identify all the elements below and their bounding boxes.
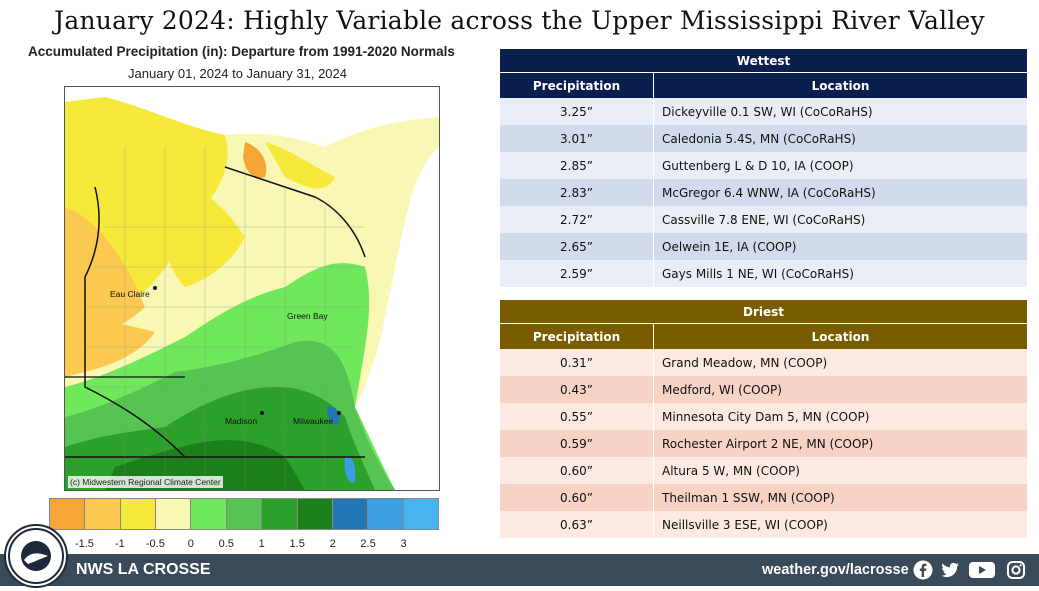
youtube-icon[interactable] bbox=[968, 560, 996, 580]
legend-tick-label: 0 bbox=[187, 538, 194, 550]
location-name: Grand Meadow, MN (COOP) bbox=[653, 349, 1027, 376]
madison-marker bbox=[260, 411, 264, 415]
legend-tick-label: 1.5 bbox=[289, 538, 305, 550]
table-row: 0.43” Medford, WI (COOP) bbox=[500, 376, 1027, 403]
table-row: 2.59” Gays Mills 1 NE, WI (CoCoRaHS) bbox=[500, 260, 1027, 287]
precip-value: 2.59” bbox=[500, 260, 654, 287]
table-row: 3.01” Caledonia 5.4S, MN (CoCoRaHS) bbox=[500, 125, 1027, 152]
precip-value: 2.85” bbox=[500, 152, 654, 179]
legend-tick-label: -0.5 bbox=[145, 538, 165, 550]
table-row: 0.60” Altura 5 W, MN (COOP) bbox=[500, 457, 1027, 484]
table-row: 2.72” Cassville 7.8 ENE, WI (CoCoRaHS) bbox=[500, 206, 1027, 233]
website-link[interactable]: weather.gov/lacrosse bbox=[762, 562, 909, 578]
precipitation-departure-map: Eau Claire Green Bay Madison Milwaukee (… bbox=[64, 86, 440, 491]
precip-value: 0.43” bbox=[500, 376, 654, 403]
wettest-col-precip: Precipitation bbox=[500, 72, 654, 98]
eau-claire-marker bbox=[153, 286, 157, 290]
legend-swatch bbox=[368, 498, 404, 530]
legend-swatch bbox=[403, 498, 439, 530]
precip-value: 0.55” bbox=[500, 403, 654, 430]
page-title: January 2024: Highly Variable across the… bbox=[54, 6, 985, 35]
driest-header: Driest bbox=[500, 300, 1027, 324]
table-row: 3.25” Dickeyville 0.1 SW, WI (CoCoRaHS) bbox=[500, 98, 1027, 125]
precip-value: 2.83” bbox=[500, 179, 654, 206]
instagram-icon[interactable] bbox=[1006, 560, 1026, 580]
location-name: Altura 5 W, MN (COOP) bbox=[653, 457, 1027, 484]
office-name: NWS LA CROSSE bbox=[76, 561, 211, 578]
footer-bar: NWS LA CROSSE weather.gov/lacrosse bbox=[0, 554, 1039, 586]
city-label-eau-claire: Eau Claire bbox=[110, 289, 150, 299]
location-name: Guttenberg L & D 10, IA (COOP) bbox=[653, 152, 1027, 179]
legend-tick-label: 3 bbox=[400, 538, 407, 550]
location-name: Dickeyville 0.1 SW, WI (CoCoRaHS) bbox=[653, 98, 1027, 125]
precip-value: 0.31” bbox=[500, 349, 654, 376]
location-name: Medford, WI (COOP) bbox=[653, 376, 1027, 403]
city-label-green-bay: Green Bay bbox=[287, 311, 328, 321]
legend-ticks: -1.5 -1 -0.5 0 0.5 1 1.5 2 2.5 3 bbox=[0, 538, 460, 554]
legend-tick-label: 0.5 bbox=[218, 538, 234, 550]
location-name: Gays Mills 1 NE, WI (CoCoRaHS) bbox=[653, 260, 1027, 287]
table-row: 2.85” Guttenberg L & D 10, IA (COOP) bbox=[500, 152, 1027, 179]
map-credit: (c) Midwestern Regional Climate Center bbox=[68, 476, 223, 488]
map-date-range: January 01, 2024 to January 31, 2024 bbox=[128, 66, 347, 81]
table-row: 2.83” McGregor 6.4 WNW, IA (CoCoRaHS) bbox=[500, 179, 1027, 206]
precip-value: 0.63” bbox=[500, 511, 654, 538]
precip-value: 3.25” bbox=[500, 98, 654, 125]
legend-swatch bbox=[85, 498, 121, 530]
legend-swatch bbox=[49, 498, 86, 530]
driest-table: Driest Precipitation Location 0.31” Grand… bbox=[500, 300, 1027, 538]
table-row: 0.55” Minnesota City Dam 5, MN (COOP) bbox=[500, 403, 1027, 430]
legend-swatch bbox=[262, 498, 298, 530]
location-name: Minnesota City Dam 5, MN (COOP) bbox=[653, 403, 1027, 430]
legend-swatch bbox=[226, 498, 263, 530]
location-name: McGregor 6.4 WNW, IA (CoCoRaHS) bbox=[653, 179, 1027, 206]
precip-value: 0.59” bbox=[500, 430, 654, 457]
city-label-milwaukee: Milwaukee bbox=[293, 416, 334, 426]
city-label-madison: Madison bbox=[225, 416, 258, 426]
milwaukee-marker bbox=[337, 411, 341, 415]
legend-tick-label: 2 bbox=[329, 538, 336, 550]
legend-swatch bbox=[156, 498, 192, 530]
location-name: Rochester Airport 2 NE, MN (COOP) bbox=[653, 430, 1027, 457]
legend-swatch bbox=[120, 498, 157, 530]
legend-tick-label: -1.5 bbox=[74, 538, 94, 550]
legend-tick-label: 2.5 bbox=[360, 538, 376, 550]
legend-swatch bbox=[297, 498, 333, 530]
location-name: Cassville 7.8 ENE, WI (CoCoRaHS) bbox=[653, 206, 1027, 233]
color-legend bbox=[49, 498, 439, 530]
table-row: 2.65” Oelwein 1E, IA (COOP) bbox=[500, 233, 1027, 260]
driest-col-precip: Precipitation bbox=[500, 323, 654, 349]
precip-value: 2.72” bbox=[500, 206, 654, 233]
twitter-icon[interactable] bbox=[940, 560, 960, 580]
precip-value: 3.01” bbox=[500, 125, 654, 152]
precip-value: 0.60” bbox=[500, 484, 654, 511]
location-name: Caledonia 5.4S, MN (CoCoRaHS) bbox=[653, 125, 1027, 152]
precip-value: 2.65” bbox=[500, 233, 654, 260]
legend-swatch bbox=[332, 498, 369, 530]
table-row: 0.31” Grand Meadow, MN (COOP) bbox=[500, 349, 1027, 376]
location-name: Oelwein 1E, IA (COOP) bbox=[653, 233, 1027, 260]
map-graphic bbox=[65, 87, 439, 490]
wettest-col-location: Location bbox=[653, 72, 1027, 98]
location-name: Theilman 1 SSW, MN (COOP) bbox=[653, 484, 1027, 511]
nws-la-crosse-logo bbox=[4, 524, 68, 588]
legend-tick-label: -1 bbox=[115, 538, 125, 550]
wettest-header: Wettest bbox=[500, 49, 1027, 73]
legend-tick-label: 1 bbox=[258, 538, 265, 550]
table-row: 0.60” Theilman 1 SSW, MN (COOP) bbox=[500, 484, 1027, 511]
table-row: 0.63” Neillsville 3 ESE, WI (COOP) bbox=[500, 511, 1027, 538]
legend-swatch bbox=[191, 498, 227, 530]
driest-col-location: Location bbox=[653, 323, 1027, 349]
location-name: Neillsville 3 ESE, WI (COOP) bbox=[653, 511, 1027, 538]
facebook-icon[interactable] bbox=[913, 560, 933, 580]
map-title: Accumulated Precipitation (in): Departur… bbox=[28, 44, 455, 59]
wettest-table: Wettest Precipitation Location 3.25” Dick… bbox=[500, 49, 1027, 287]
table-row: 0.59” Rochester Airport 2 NE, MN (COOP) bbox=[500, 430, 1027, 457]
precip-value: 0.60” bbox=[500, 457, 654, 484]
